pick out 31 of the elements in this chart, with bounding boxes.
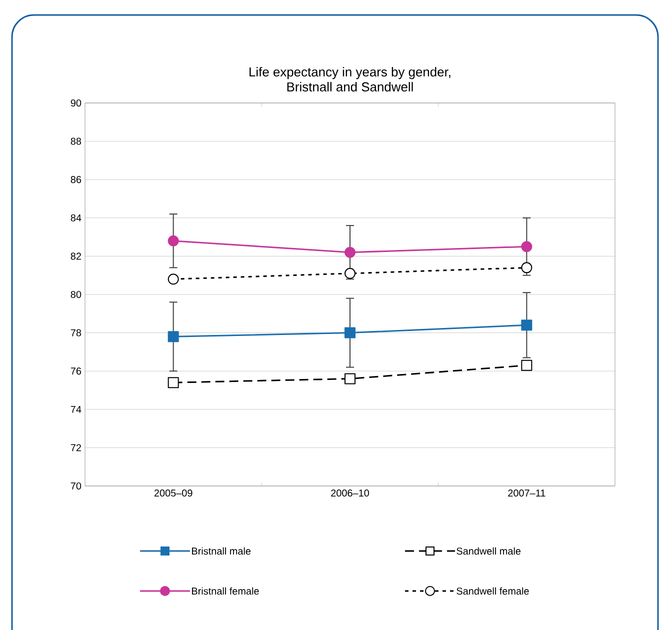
y-tick-label: 88: [70, 138, 82, 145]
y-tick-label: 76: [70, 368, 82, 375]
point: [168, 331, 179, 342]
point: [344, 373, 356, 384]
point: [168, 377, 179, 388]
legend-label: Bristnall male: [192, 547, 251, 555]
y-tick-label: 72: [70, 444, 81, 452]
point: [168, 274, 179, 285]
chart-title: Life expectancy in years by gender, Bristnall and Sandwell: [250, 67, 450, 92]
point: [168, 235, 179, 246]
point: [521, 360, 532, 371]
x-tick-label: 2005–09: [154, 490, 192, 497]
point: [344, 327, 356, 338]
point: [521, 262, 532, 274]
y-tick-label: 86: [70, 176, 82, 184]
point: [344, 246, 356, 258]
y-tick-label: 84: [70, 214, 82, 222]
y-tick-label: 80: [70, 290, 82, 298]
point: [521, 241, 532, 252]
y-tick-label: 78: [70, 329, 82, 336]
x-tick-label: 2006–10: [331, 490, 370, 497]
legend-label: Sandwell female: [456, 587, 529, 595]
point: [344, 268, 356, 279]
y-tick-label: 82: [70, 252, 81, 260]
legend-label: Bristnall female: [192, 587, 259, 595]
y-tick-label: 70: [70, 482, 82, 490]
y-tick-label: 90: [70, 99, 82, 107]
y-tick-label: 74: [70, 406, 82, 413]
point: [521, 320, 532, 331]
legend-label: Sandwell male: [456, 547, 521, 555]
x-tick-label: 2007–11: [508, 490, 546, 497]
